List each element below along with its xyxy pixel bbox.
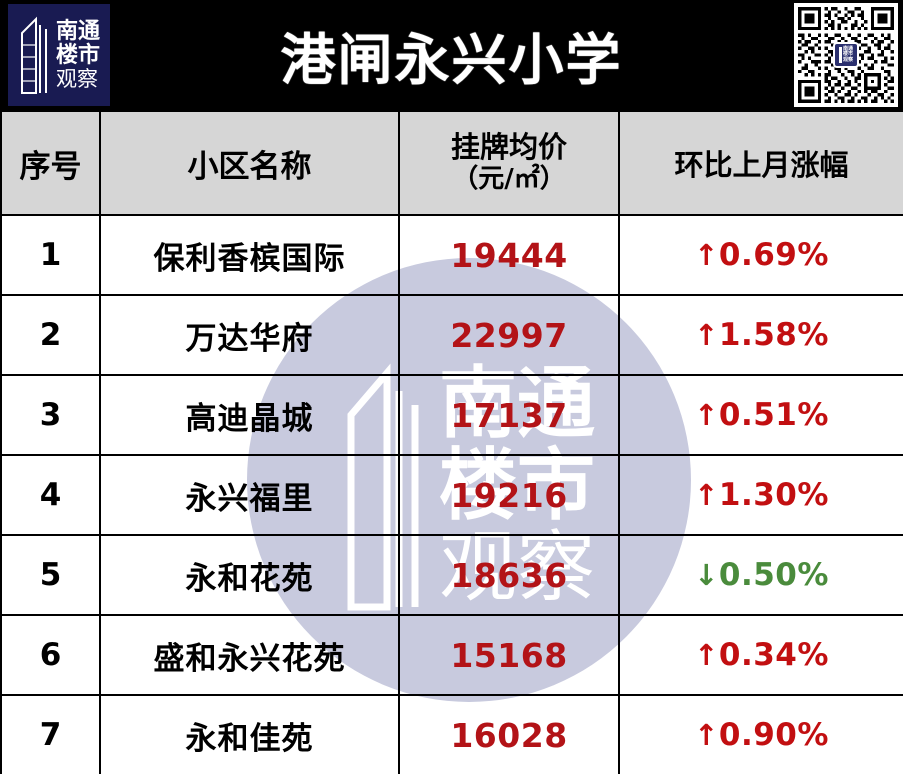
table-row[interactable]: 3 高迪晶城 17137 ↑0.51% [0,374,903,456]
table-header-row: 序号 小区名称 挂牌均价 （元/㎡） 环比上月涨幅 [0,110,903,216]
cell-change: ↑1.30% [618,454,903,536]
cell-index: 4 [0,454,101,536]
qr-logo-line-3: 观察 [842,56,853,63]
qr-code[interactable]: 南通 楼市 观察 [794,3,898,107]
cell-change-value: 0.90% [718,717,829,753]
cell-price: 19444 [398,214,620,296]
arrow-up-icon: ↑ [694,318,719,352]
cell-change-value: 1.58% [718,317,829,353]
cell-community-name: 高迪晶城 [99,374,400,456]
cell-change: ↑0.69% [618,214,903,296]
price-table: 序号 小区名称 挂牌均价 （元/㎡） 环比上月涨幅 1 保利香槟国际 19444 ↑0… [0,110,903,774]
table-row[interactable]: 1 保利香槟国际 19444 ↑0.69% [0,214,903,296]
arrow-down-icon: ↓ [694,558,719,592]
cell-community-name: 永兴福里 [99,454,400,536]
arrow-up-icon: ↑ [694,398,719,432]
column-header-index: 序号 [0,110,101,216]
cell-change: ↑1.58% [618,294,903,376]
cell-change: ↑0.34% [618,614,903,696]
qr-code-canvas: 南通 楼市 观察 [798,7,894,103]
column-header-name: 小区名称 [99,110,400,216]
cell-price: 19216 [398,454,620,536]
price-table-wrap: 序号 小区名称 挂牌均价 （元/㎡） 环比上月涨幅 1 保利香槟国际 19444 ↑0… [0,110,903,774]
table-row[interactable]: 5 永和花苑 18636 ↓0.50% [0,534,903,616]
cell-change: ↑0.90% [618,694,903,774]
cell-community-name: 保利香槟国际 [99,214,400,296]
table-body: 1 保利香槟国际 19444 ↑0.69% 2 万达华府 22997 ↑1.58% 3 高迪晶城 1… [0,214,903,774]
brand-logo[interactable]: 南通 楼市 观察 [8,4,110,106]
arrow-up-icon: ↑ [694,638,719,672]
cell-change-value: 0.50% [718,557,829,593]
cell-index: 5 [0,534,101,616]
column-header-price-unit: （元/㎡） [452,163,566,194]
cell-change-value: 0.69% [718,237,829,273]
cell-community-name: 万达华府 [99,294,400,376]
table-row[interactable]: 6 盛和永兴花苑 15168 ↑0.34% [0,614,903,696]
cell-community-name: 永和佳苑 [99,694,400,774]
cell-change: ↓0.50% [618,534,903,616]
cell-price: 15168 [398,614,620,696]
column-header-price: 挂牌均价 （元/㎡） [398,110,620,216]
table-header: 序号 小区名称 挂牌均价 （元/㎡） 环比上月涨幅 [0,110,903,216]
cell-index: 7 [0,694,101,774]
qr-logo-line-1: 南通 [842,45,853,52]
qr-logo-line-2: 楼市 [842,51,853,58]
brand-logo-text: 南通 楼市 观察 [56,20,100,91]
table-row[interactable]: 7 永和佳苑 16028 ↑0.90% [0,694,903,774]
cell-price: 16028 [398,694,620,774]
brand-logo-line-3: 观察 [55,66,98,91]
building-icon [18,15,52,95]
arrow-up-icon: ↑ [694,718,719,752]
cell-index: 6 [0,614,101,696]
cell-price: 22997 [398,294,620,376]
cell-change-value: 1.30% [718,477,829,513]
arrow-up-icon: ↑ [694,238,719,272]
cell-index: 2 [0,294,101,376]
header-bar: 南通 楼市 观察 港闸永兴小学 [0,0,903,110]
page-title-wrap: 港闸永兴小学 [0,0,903,110]
qr-center-logo: 南通 楼市 观察 [833,42,859,68]
brand-logo-line-2: 楼市 [55,42,100,68]
cell-change: ↑0.51% [618,374,903,456]
column-header-delta: 环比上月涨幅 [618,110,903,216]
cell-index: 1 [0,214,101,296]
cell-price: 17137 [398,374,620,456]
page-title: 港闸永兴小学 [280,28,623,92]
cell-change-value: 0.34% [718,637,829,673]
cell-community-name: 永和花苑 [99,534,400,616]
cell-community-name: 盛和永兴花苑 [99,614,400,696]
table-row[interactable]: 2 万达华府 22997 ↑1.58% [0,294,903,376]
cell-price: 18636 [398,534,620,616]
table-row[interactable]: 4 永兴福里 19216 ↑1.30% [0,454,903,536]
cell-index: 3 [0,374,101,456]
brand-logo-line-1: 南通 [55,18,100,44]
column-header-price-label: 挂牌均价 [450,130,567,165]
arrow-up-icon: ↑ [694,478,719,512]
cell-change-value: 0.51% [718,397,829,433]
